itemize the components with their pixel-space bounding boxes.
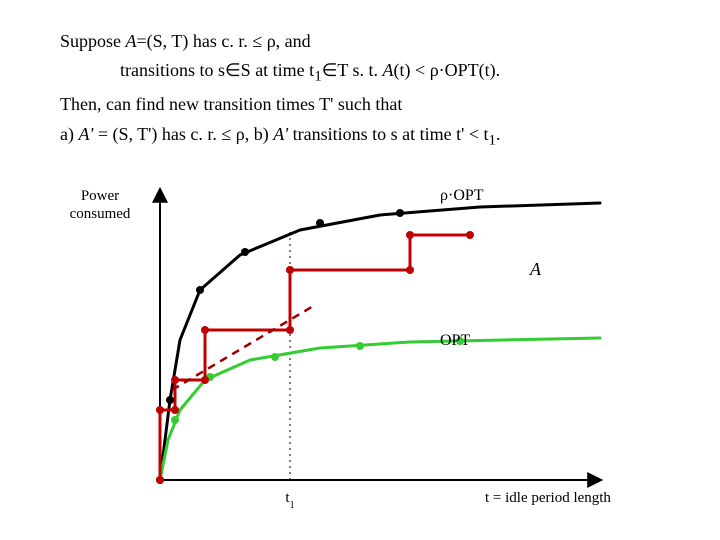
rho-opt-label: ρ·OPT xyxy=(440,187,484,204)
t-l4a: a) xyxy=(60,124,78,144)
t-l1c: =(S, T) has c. r. ≤ ρ, and xyxy=(137,31,311,51)
opt-label: OPT xyxy=(440,332,470,349)
t-l4e: transitions to s at time t' < t xyxy=(288,124,488,144)
t-l4c: = (S, T') has c. r. ≤ ρ, b) xyxy=(93,124,273,144)
t1-tick-label: t1 xyxy=(285,490,294,511)
premise-text: Suppose A=(S, T) has c. r. ≤ ρ, and tran… xyxy=(60,28,680,155)
y-axis-label-1: Power xyxy=(81,188,119,204)
x-axis-label: t = idle period length xyxy=(485,490,611,506)
a-curve-label: A xyxy=(529,259,542,279)
y-axis-label-2: consumed xyxy=(70,206,131,222)
t-l2d: (t) < ρ·OPT(t). xyxy=(394,60,501,80)
t-l2a: transitions to s∈S at time t xyxy=(120,60,314,80)
t-l3: Then, can find new transition times T' s… xyxy=(60,94,402,114)
chart: Power consumed ρ·OPT A OPT t1 t = idle period … xyxy=(40,170,700,530)
t-l4d: A' xyxy=(273,124,288,144)
t-l2sub: 1 xyxy=(314,69,322,85)
t-l1a: Suppose xyxy=(60,31,126,51)
t-l4f: . xyxy=(496,124,501,144)
t-l2b: ∈T s. t. xyxy=(322,60,383,80)
t-l4sub: 1 xyxy=(489,132,497,148)
t-l4b: A' xyxy=(78,124,93,144)
t-l2c: A xyxy=(383,60,394,80)
t-l1b: A xyxy=(126,31,137,51)
